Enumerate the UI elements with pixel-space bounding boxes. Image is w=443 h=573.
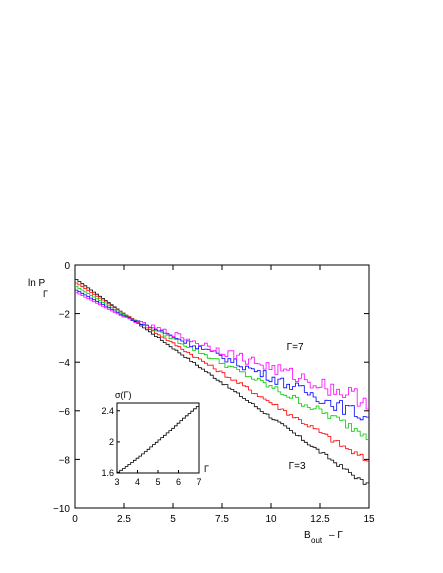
inset-y-label: σ(Γ) [115, 390, 132, 400]
inset-y-tick-label: 1.6 [101, 468, 114, 478]
inset-series-line [117, 406, 199, 473]
main-x-tick-label: 7.5 [215, 514, 229, 525]
inset-x-tick-label: 3 [114, 477, 119, 487]
main-x-tick-label: 2.5 [117, 514, 131, 525]
main-x-label-subscript: out [311, 536, 323, 545]
inset-x-tick-label: 5 [155, 477, 160, 487]
main-x-tick-label: 0 [72, 514, 78, 525]
main-x-tick-label: 12.5 [310, 514, 330, 525]
inset-y-ticks: 1.6 2 2.4 [101, 406, 120, 478]
inset-series-group [117, 406, 199, 473]
main-x-label: B [304, 530, 311, 541]
main-y-tick-label: −2 [59, 310, 71, 321]
main-y-tick-label: −4 [59, 358, 71, 369]
inset-y-tick-label: 2 [109, 437, 114, 447]
main-x-tick-label: 5 [170, 514, 176, 525]
inset-x-tick-label: 7 [196, 477, 201, 487]
main-y-tick-label: −10 [53, 504, 70, 515]
main-y-tick-label: −8 [59, 455, 71, 466]
main-x-tick-label: 15 [363, 514, 375, 525]
main-y-label: ln P [28, 278, 46, 289]
main-y-label-subscript: Γ [43, 289, 48, 299]
main-y-tick-label: 0 [64, 261, 70, 272]
main-x-label-tail: – Γ [329, 530, 343, 541]
main-x-ticks: 0 2.5 5 7.5 10 12.5 15 [72, 265, 375, 525]
main-series-line [75, 292, 369, 410]
inset-x-tick-label: 6 [176, 477, 181, 487]
main-series-line [75, 286, 369, 440]
inset-x-tick-label: 4 [135, 477, 140, 487]
inset-y-tick-label: 2.4 [101, 406, 114, 416]
main-x-tick-label: 10 [265, 514, 277, 525]
main-y-ticks: 0 −2 −4 −6 −8 −10 [53, 261, 369, 515]
inset-plot-frame [116, 402, 200, 474]
main-y-tick-label: −6 [59, 407, 71, 418]
annotation-gamma-7: Γ=7 [287, 342, 304, 353]
annotation-gamma-3: Γ=3 [289, 461, 306, 472]
inset-x-label: Γ [204, 464, 209, 474]
main-series-group [75, 279, 369, 485]
inset-x-ticks: 3 4 5 6 7 [114, 470, 202, 487]
main-series-line [75, 289, 369, 421]
main-series-line [75, 282, 369, 462]
